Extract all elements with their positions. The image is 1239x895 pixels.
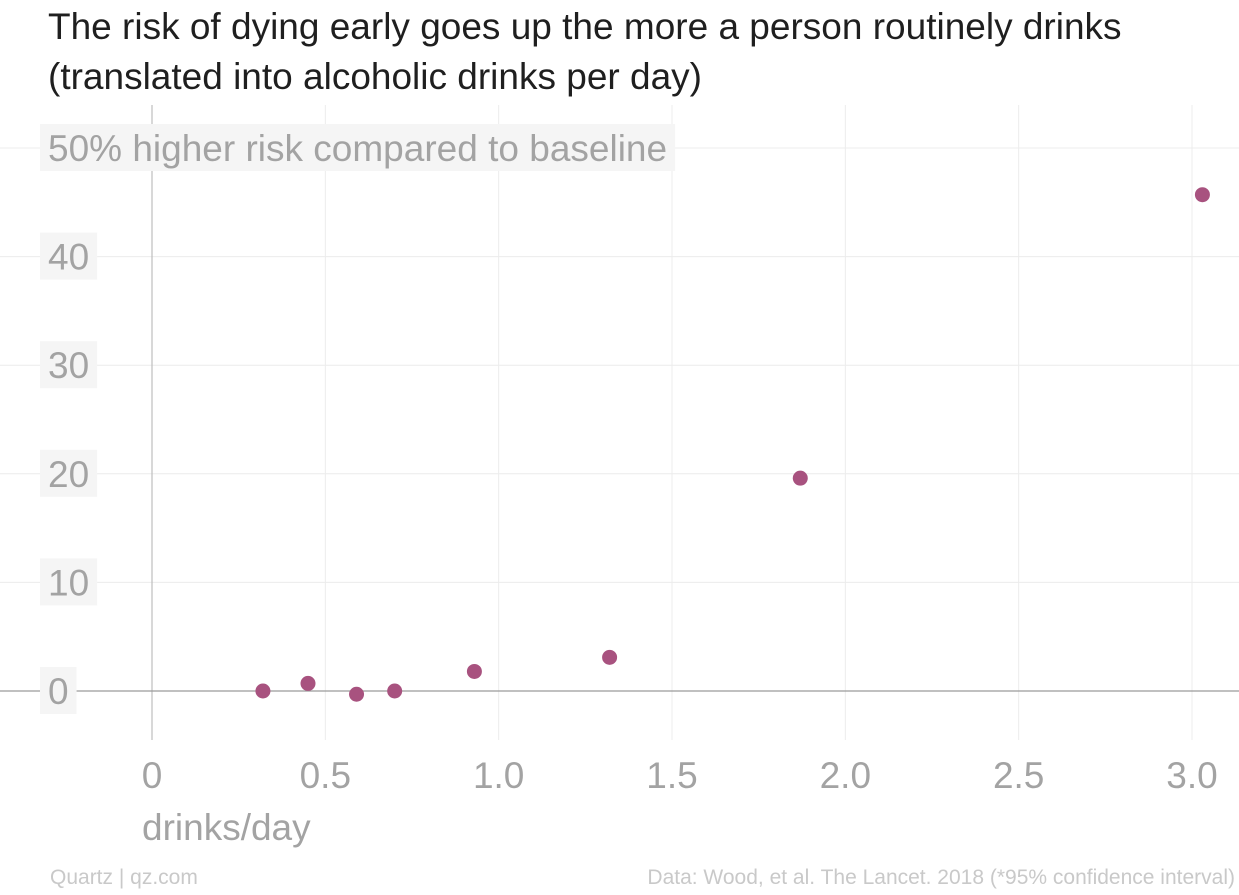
x-tick-label: 3.0: [1166, 755, 1217, 796]
chart-area: 0 10 20 30 40 50% higher risk compared to bas…: [0, 105, 1239, 848]
x-tick-label: 2.5: [993, 755, 1044, 796]
gridlines: [0, 105, 1239, 740]
data-point: [300, 675, 316, 691]
data-point: [1194, 187, 1210, 203]
y-tick-label: 10: [48, 562, 89, 603]
footer-source: Data: Wood, et al. The Lancet. 2018 (*95…: [647, 866, 1235, 889]
footer-credit: Quartz | qz.com: [50, 866, 198, 889]
axis-labels: 0 10 20 30 40 50% higher risk compared to bas…: [40, 124, 1218, 848]
y-tick-label-background: [40, 449, 98, 497]
data-point: [466, 663, 482, 679]
x-axis-title: drinks/day: [142, 807, 311, 848]
y-tick-label-background: [40, 341, 98, 389]
x-tick-label: 0: [142, 755, 163, 796]
x-tick-label: 1.0: [473, 755, 524, 796]
data-point: [602, 649, 618, 665]
x-tick-label: 0.5: [300, 755, 351, 796]
x-tick-label: 1.5: [646, 755, 697, 796]
x-tick-label: 2.0: [820, 755, 871, 796]
y-tick-label: 30: [48, 345, 89, 386]
y-tick-label-background: [40, 558, 98, 606]
y-tick-label: 20: [48, 454, 89, 495]
data-point: [792, 470, 808, 486]
y-tick-label-background: [40, 232, 98, 280]
y-tick-label: 40: [48, 237, 89, 278]
y-tick-label: 0: [48, 671, 69, 712]
y-top-label-background: [40, 124, 676, 171]
y-tick-label-background: [40, 667, 77, 714]
data-point: [349, 686, 365, 702]
data-point: [387, 683, 403, 699]
chart-title: The risk of dying early goes up the more…: [48, 6, 1122, 97]
axes: [0, 105, 1239, 740]
data-point: [255, 683, 271, 699]
data-points: [255, 187, 1210, 702]
y-top-label: 50% higher risk compared to baseline: [48, 128, 667, 169]
